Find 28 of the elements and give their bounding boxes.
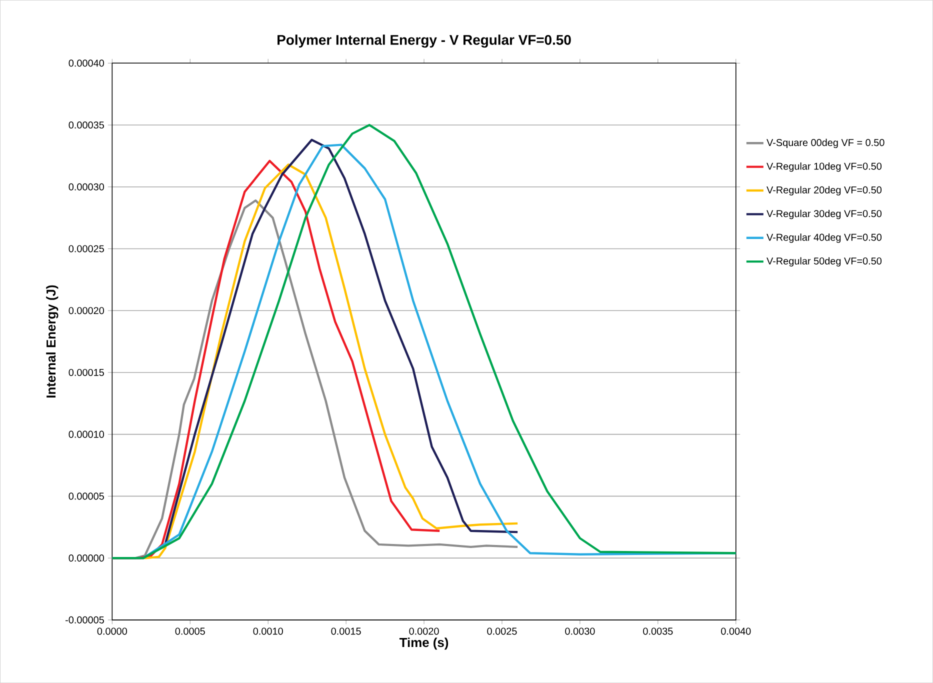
x-tick-label: 0.0000 bbox=[97, 628, 127, 635]
y-tick-label: 0.00030 bbox=[68, 183, 104, 190]
y-tick-label: 0.00020 bbox=[68, 307, 104, 314]
x-tick-label: 0.0015 bbox=[331, 628, 361, 635]
x-tick-label: 0.0020 bbox=[409, 628, 439, 635]
legend-label: V-Regular 50deg VF=0.50 bbox=[766, 257, 882, 266]
y-tick-label: 0.00005 bbox=[68, 492, 104, 500]
y-tick-label: 0.00010 bbox=[68, 430, 104, 438]
x-tick-label: 0.0005 bbox=[175, 628, 205, 635]
legend-label: V-Regular 20deg VF=0.50 bbox=[766, 186, 882, 196]
x-tick-label: 0.0010 bbox=[253, 628, 283, 635]
y-axis-title: Internal Energy (J) bbox=[46, 285, 58, 398]
x-tick-label: 0.0035 bbox=[643, 628, 673, 635]
x-axis-title: Time (s) bbox=[399, 638, 448, 650]
legend-label: V-Regular 10deg VF=0.50 bbox=[766, 162, 882, 172]
y-tick-label: 0.00015 bbox=[68, 368, 104, 376]
y-tick-label: 0.00025 bbox=[68, 245, 104, 252]
legend-label: V-Regular 30deg VF=0.50 bbox=[766, 210, 882, 220]
y-tick-label: 0.00035 bbox=[68, 121, 104, 128]
x-tick-label: 0.0025 bbox=[487, 628, 517, 635]
legend-label: V-Square 00deg VF = 0.50 bbox=[766, 138, 884, 148]
y-tick-label: 0.00000 bbox=[68, 554, 104, 562]
x-tick-label: 0.0030 bbox=[565, 628, 595, 635]
legend-label: V-Regular 40deg VF=0.50 bbox=[766, 233, 882, 243]
y-tick-label: -0.00005 bbox=[66, 616, 104, 624]
x-tick-label: 0.0040 bbox=[721, 628, 751, 635]
chart-title: Polymer Internal Energy - V Regular VF=0.50 bbox=[278, 34, 571, 48]
y-tick-label: 0.00040 bbox=[68, 60, 104, 67]
